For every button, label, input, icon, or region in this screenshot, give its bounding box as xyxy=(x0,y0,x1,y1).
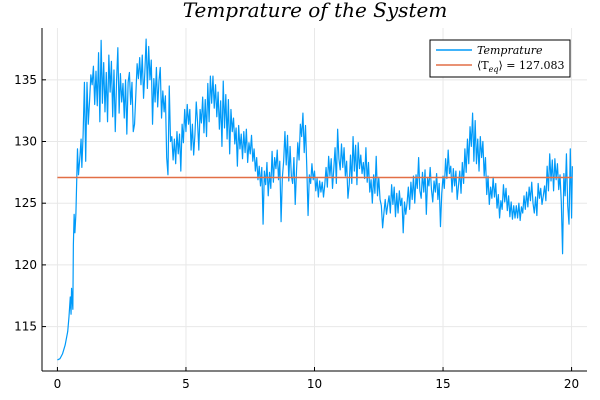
chart-title: Temprature of the System xyxy=(183,0,448,22)
y-axis-ticks: 115 120 125 130 135 xyxy=(14,73,46,334)
plot-area xyxy=(57,38,573,361)
x-tick-label: 10 xyxy=(307,377,322,391)
legend-label-mean-main: ⟨T xyxy=(477,59,489,72)
legend-box xyxy=(429,39,571,78)
legend-label-temprature: Temprature xyxy=(477,44,543,57)
legend-label-mean: ⟨Teq⟩ = 127.083 xyxy=(477,59,565,74)
x-tick-label: 5 xyxy=(182,377,190,391)
x-tick-label: 20 xyxy=(564,377,579,391)
legend: Temprature ⟨Teq⟩ = 127.083 xyxy=(429,39,571,78)
legend-label-mean-tail: ⟩ = 127.083 xyxy=(499,59,565,72)
legend-label-mean-sub: eq xyxy=(489,65,499,74)
x-axis-ticks: 0 5 10 15 20 xyxy=(54,367,579,391)
y-tick-label: 130 xyxy=(14,135,37,149)
y-tick-label: 135 xyxy=(14,73,37,87)
x-tick-label: 15 xyxy=(435,377,450,391)
temprature-series-line xyxy=(57,38,573,361)
y-tick-label: 115 xyxy=(14,320,37,334)
y-tick-label: 120 xyxy=(14,258,37,272)
y-tick-label: 125 xyxy=(14,196,37,210)
x-tick-label: 0 xyxy=(54,377,62,391)
